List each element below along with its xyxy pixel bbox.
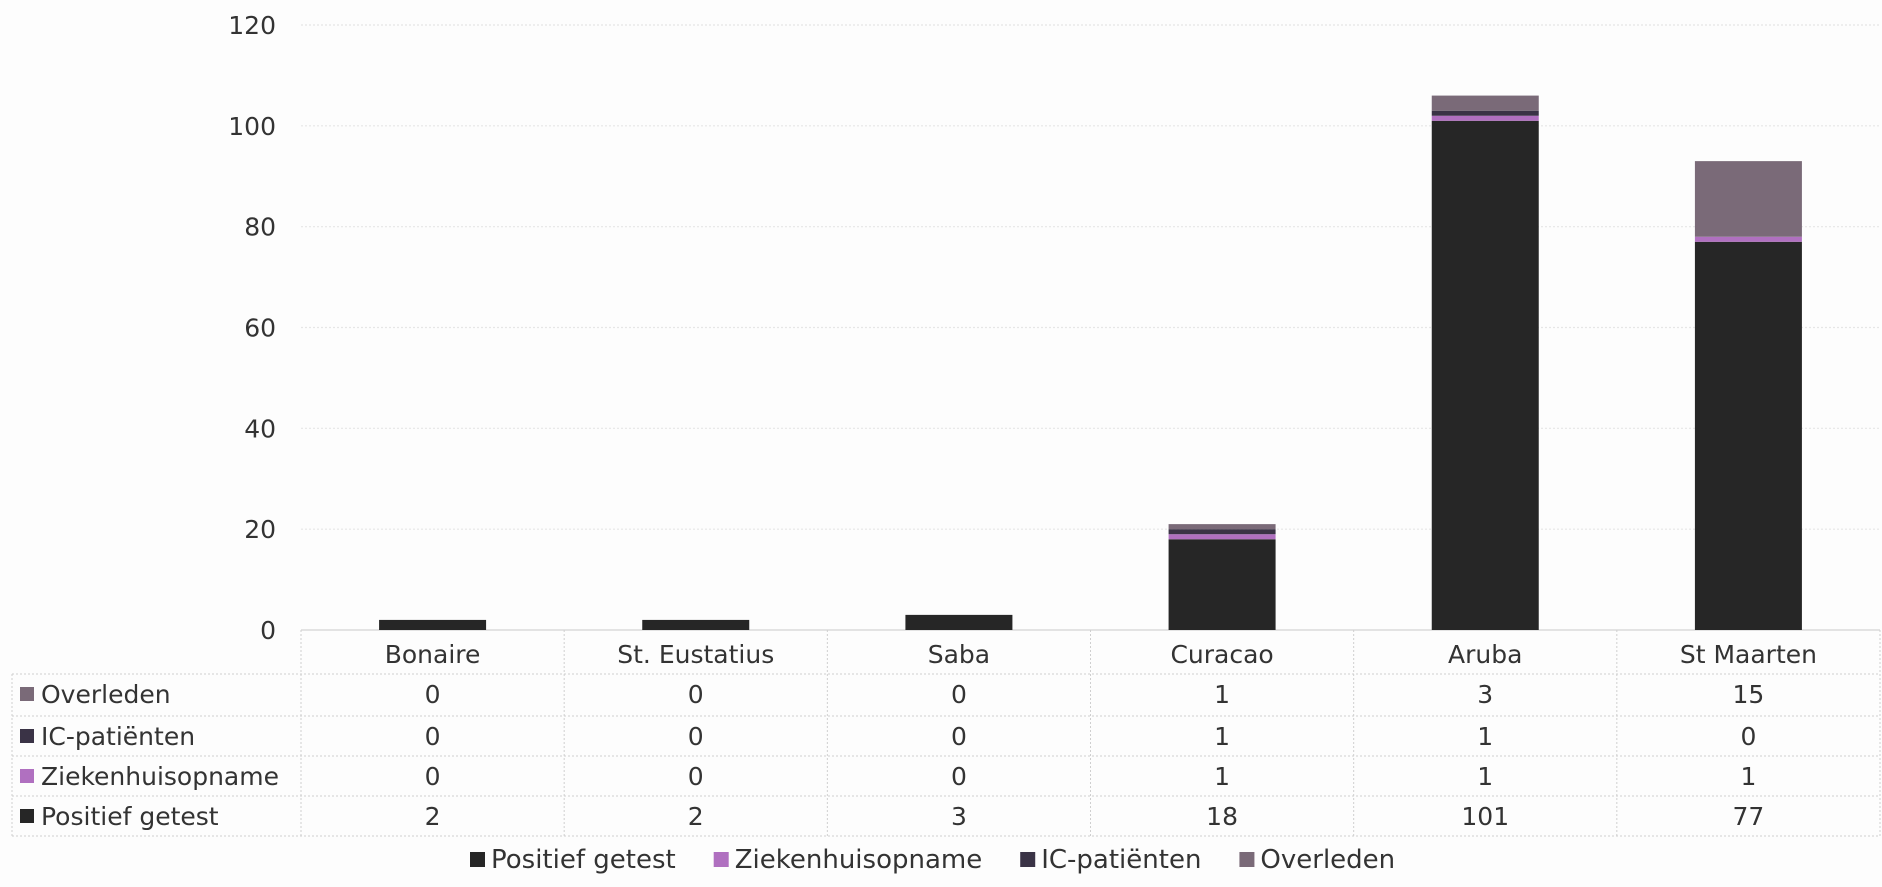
table-cell-value: 0: [688, 722, 704, 751]
table-cell-value: 1: [1214, 680, 1230, 709]
category-label: Aruba: [1448, 640, 1522, 669]
y-tick-label: 40: [244, 414, 276, 443]
table-cell-value: 1: [1214, 722, 1230, 751]
table-row-label: Ziekenhuisopname: [41, 762, 279, 791]
gridlines: [301, 24, 1880, 631]
legend: Positief getest Ziekenhuisopname IC-patiën…: [470, 845, 1395, 875]
table-row-label: Positief getest: [41, 802, 219, 831]
y-tick-label: 100: [228, 112, 276, 141]
legend-swatch: [1239, 852, 1255, 867]
bars: [379, 95, 1802, 631]
bar-aruba-ic-patienten: [1431, 110, 1539, 116]
bar-st-maarten-overleden: [1694, 161, 1802, 237]
legend-swatch: [1020, 852, 1036, 867]
bar-st-maarten-ziekenhuisopname: [1694, 236, 1802, 242]
bar-bonaire-positief-getest: [379, 619, 487, 630]
bar-aruba-ziekenhuisopname: [1431, 115, 1539, 121]
bar-saba-positief-getest: [905, 614, 1013, 630]
category-label: Curacao: [1170, 640, 1273, 669]
table-cell-value: 1: [1477, 762, 1493, 791]
table-cell-value: 3: [951, 802, 967, 831]
legend-swatch: [713, 852, 729, 867]
table-key-swatch: [20, 809, 34, 823]
table-cell-value: 0: [951, 762, 967, 791]
table-cell-value: 77: [1733, 802, 1765, 831]
category-label: St Maarten: [1680, 640, 1817, 669]
table-key-swatch: [20, 687, 34, 701]
table-cell-value: 0: [688, 762, 704, 791]
table-cell-value: 15: [1733, 680, 1765, 709]
y-tick-label: 80: [244, 213, 276, 242]
bar-aruba-positief-getest: [1431, 120, 1539, 631]
table-cell-value: 0: [1740, 722, 1756, 751]
bar-curacao-overleden: [1168, 524, 1276, 530]
table-cell-value: 0: [951, 722, 967, 751]
bar-curacao-ic-patienten: [1168, 529, 1276, 535]
data-table: Bonaire St. Eustatius Saba Curacao Aruba St M…: [11, 630, 1881, 837]
bar-curacao-ziekenhuisopname: [1168, 534, 1276, 540]
table-cell-value: 3: [1477, 680, 1493, 709]
table-key-swatch: [20, 769, 34, 783]
table-cell-value: 0: [951, 680, 967, 709]
category-label: St. Eustatius: [617, 640, 774, 669]
legend-label: IC-patiënten: [1041, 845, 1201, 875]
table-cell-value: 1: [1477, 722, 1493, 751]
y-tick-label: 120: [228, 11, 276, 40]
table-key-swatch: [20, 729, 34, 743]
table-row-label: IC-patiënten: [41, 722, 195, 751]
legend-label: Overleden: [1260, 845, 1395, 875]
table-cell-value: 18: [1206, 802, 1238, 831]
table-row-label: Overleden: [41, 680, 171, 709]
table-cell-value: 2: [688, 802, 704, 831]
legend-label: Positief getest: [491, 845, 676, 875]
table-cell-value: 0: [688, 680, 704, 709]
y-tick-label: 0: [260, 616, 276, 645]
table-cell-value: 1: [1740, 762, 1756, 791]
y-tick-label: 60: [244, 314, 276, 343]
bar-st-eustatius-positief-getest: [642, 619, 750, 630]
category-label: Saba: [928, 640, 990, 669]
table-cell-value: 0: [425, 722, 441, 751]
bar-curacao-positief-getest: [1168, 539, 1276, 630]
table-cell-value: 0: [425, 680, 441, 709]
table-cell-value: 0: [425, 762, 441, 791]
y-axis-tick-labels: 0 20 40 60 80 100 120: [228, 11, 276, 645]
table-cell-value: 1: [1214, 762, 1230, 791]
category-label: Bonaire: [385, 640, 481, 669]
table-cell-value: 101: [1461, 802, 1509, 831]
legend-swatch: [470, 852, 485, 867]
bar-aruba-overleden: [1431, 95, 1539, 111]
y-tick-label: 20: [244, 515, 276, 544]
bar-st-maarten-positief-getest: [1694, 241, 1802, 630]
legend-label: Ziekenhuisopname: [735, 845, 983, 875]
table-cell-value: 2: [425, 802, 441, 831]
